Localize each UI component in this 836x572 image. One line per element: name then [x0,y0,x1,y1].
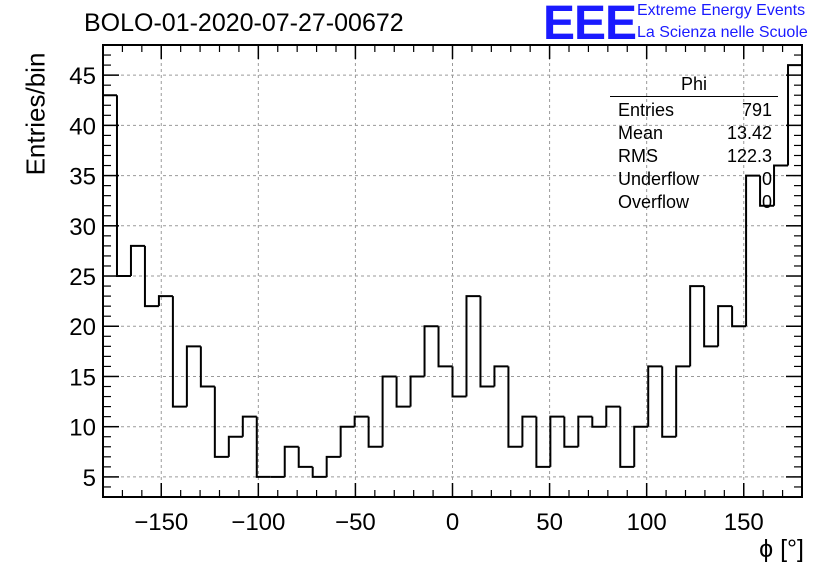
y-tick-label: 30 [69,214,96,241]
histogram-bin [633,425,649,467]
histogram-bin [647,365,663,427]
histogram-bin [479,296,495,388]
histogram-bin [759,175,775,207]
logo-subtitle-line1: Extreme Energy Events [637,2,806,19]
stats-label: Mean [618,123,664,143]
stats-label: Overflow [618,192,690,212]
histogram-bin [409,375,425,407]
histogram-bin [227,435,243,457]
logo-subtitle-line2: La Scienza nelle Scuole [637,24,808,41]
x-tick-label: −50 [335,509,376,536]
histogram-bin [157,295,173,307]
stats-row-overflow: Overflow 0 [610,191,778,214]
stats-value: 13.42 [726,123,772,143]
grid-lines [103,45,802,497]
x-tick-label: 150 [724,509,764,536]
histogram-bin [465,295,481,397]
stats-value: 0 [761,192,772,212]
stats-row-rms: RMS 122.3 [610,145,778,168]
histogram-bin [129,244,145,277]
histogram-bin [717,305,733,347]
histogram-bin [213,386,229,458]
histogram-bin [283,445,299,477]
histogram-bin [549,415,565,467]
histogram-bin [367,416,383,448]
histogram-bin [689,285,705,367]
x-axis-label: ϕ [°] [759,535,804,563]
stats-row-entries: Entries 791 [610,99,778,122]
histogram-bin [731,306,747,328]
histogram-bin [577,415,593,447]
histogram-bin [381,375,397,447]
histogram-layer [102,64,803,497]
histogram-bin [661,366,677,438]
x-tick-label: −100 [231,509,285,536]
histogram-bin [675,365,691,437]
histogram-bin [605,405,621,427]
x-tick-label: 50 [536,509,563,536]
x-tick-label: 0 [446,509,459,536]
histogram-bin [619,406,635,468]
histogram-bin [255,416,271,478]
histogram-bin [241,415,257,437]
stats-value: 0 [761,169,772,189]
histogram-bin [773,164,789,206]
x-tick-label: −150 [134,509,188,536]
y-tick-label: 25 [69,264,96,291]
histogram-bin [423,325,439,377]
histogram-bin [297,446,313,468]
histogram-bin [563,416,579,448]
histogram-bin [143,245,159,308]
histogram-bin [451,366,467,398]
histogram-bin [339,425,355,457]
histogram-bin [507,366,523,448]
histogram-bin [591,416,607,428]
histogram-bin [745,174,761,327]
y-tick-label: 15 [69,364,96,391]
stats-label: Underflow [618,169,700,189]
y-tick-label: 40 [69,113,96,140]
eee-logo: EEE [543,0,637,50]
stats-value: 791 [741,100,772,120]
histogram-bin [171,296,187,408]
stats-row-mean: Mean 13.42 [610,122,778,145]
histogram-bin [185,345,201,407]
axes: −150 −100 −50 0 50 100 150 5 10 15 20 25 30 35 40 45 [69,44,803,536]
y-tick-label: 45 [69,63,96,90]
histogram-bin [787,64,803,497]
y-tick-label: 20 [69,314,96,341]
x-tick-label: 100 [627,509,667,536]
stats-value: 122.3 [726,146,772,166]
histogram-bin [311,466,327,478]
histogram-bin [437,326,453,368]
y-tick-label: 10 [69,415,96,442]
stats-row-underflow: Underflow 0 [610,168,778,191]
histogram-bin [493,365,509,387]
histogram-bin [353,415,369,427]
histogram-bin [395,376,411,408]
stats-title: Phi [610,74,778,97]
stats-label: Entries [618,100,675,120]
y-axis-label: Entries/bin [20,52,51,176]
histogram-bin [535,416,551,468]
histogram-bin [521,415,537,447]
stats-box: Phi Entries 791 Mean 13.42 RMS 122.3 Und… [610,74,778,214]
histogram-bin [115,95,131,278]
stats-label: RMS [618,146,658,166]
histogram-bin [703,286,719,348]
plot-title: BOLO-01-2020-07-27-00672 [84,9,404,37]
histogram-bin [199,346,215,388]
y-tick-label: 5 [83,465,96,492]
histogram-bin [325,455,341,477]
y-tick-label: 35 [69,164,96,191]
